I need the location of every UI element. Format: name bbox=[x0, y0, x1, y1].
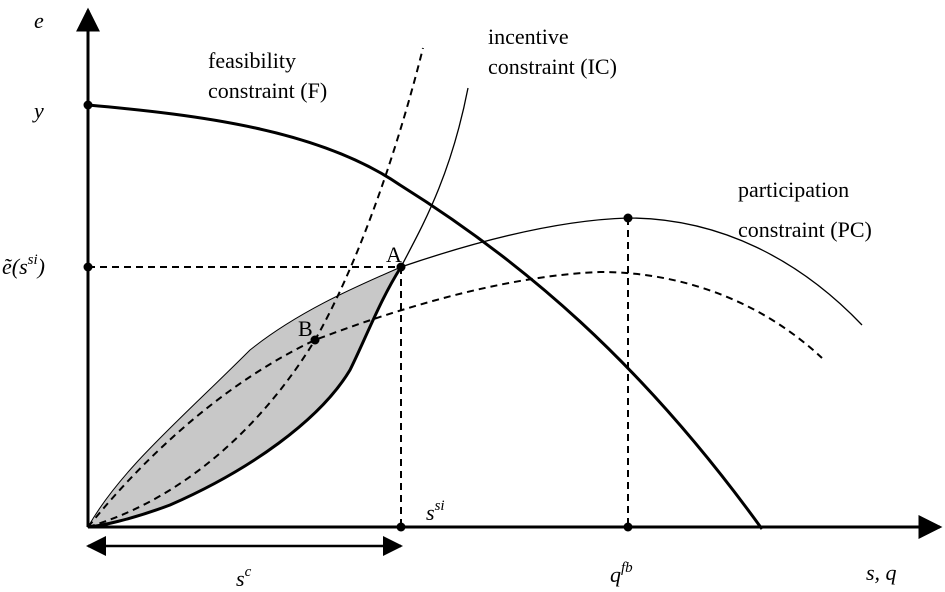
feasibility-label-line1: feasibility bbox=[208, 48, 296, 73]
incentive-label-line1: incentive bbox=[488, 24, 569, 49]
production-frontier-curve bbox=[87, 103, 764, 530]
point-ssi-axis bbox=[396, 522, 406, 532]
shaded-feasible-region bbox=[87, 265, 403, 528]
x-axis-label: s, q bbox=[866, 560, 897, 585]
feasibility-label-line2: constraint (F) bbox=[208, 78, 327, 103]
y-tick-y: y bbox=[32, 98, 44, 123]
point-a bbox=[396, 262, 406, 272]
point-b-label: B bbox=[298, 316, 313, 341]
participation-label-line2: constraint (PC) bbox=[738, 217, 872, 242]
incentive-label-line2: constraint (IC) bbox=[488, 54, 617, 79]
y-axis-label: e bbox=[34, 8, 44, 33]
participation-constraint-dashed-curve bbox=[87, 270, 823, 528]
point-e-tilde-intercept bbox=[83, 262, 93, 272]
participation-label-line1: participation bbox=[738, 177, 849, 202]
point-y-intercept bbox=[83, 100, 93, 110]
x-tick-s-si: ssi bbox=[426, 498, 445, 525]
point-qfb-top bbox=[623, 213, 633, 223]
incentive-constraint-curve bbox=[400, 87, 469, 268]
point-b bbox=[310, 335, 320, 345]
y-tick-e-tilde: ẽ(ssi) bbox=[2, 252, 45, 279]
x-tick-s-c: sc bbox=[236, 564, 252, 591]
ic-curve-bold-segment bbox=[87, 266, 403, 529]
point-qfb-axis bbox=[623, 522, 633, 532]
x-tick-q-fb: qfb bbox=[610, 560, 633, 587]
point-a-label: A bbox=[386, 242, 402, 267]
